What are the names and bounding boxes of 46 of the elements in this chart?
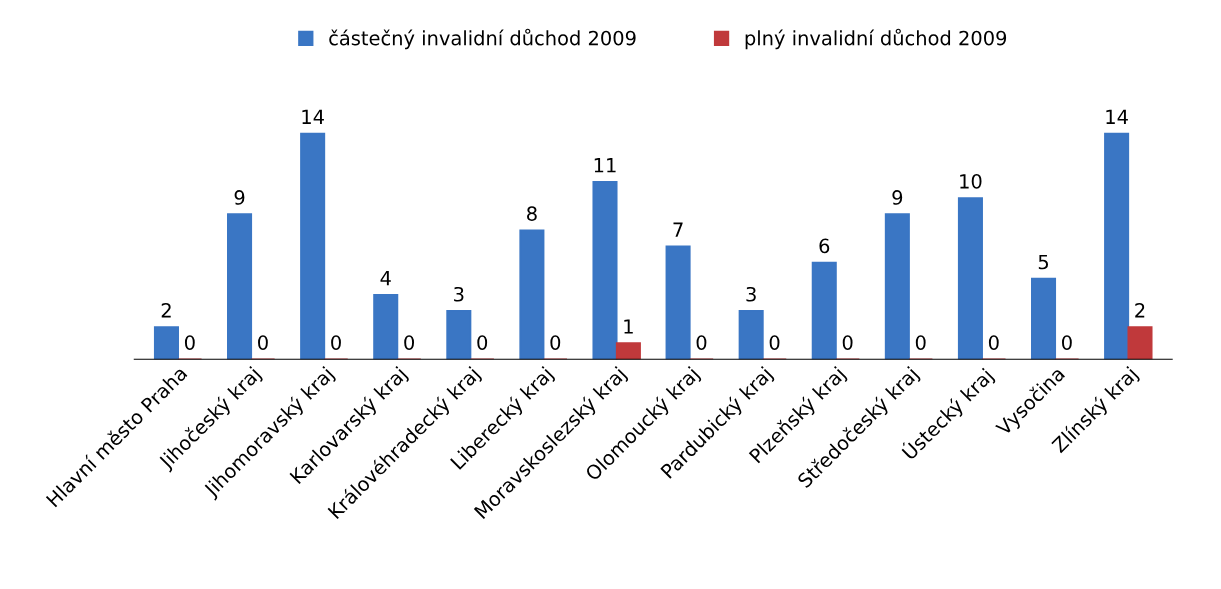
data-label: 1: [624, 319, 633, 334]
data-label: 6: [819, 238, 830, 254]
bar: [665, 245, 691, 360]
legend-label: plný invalidní důchod 2009: [745, 28, 1007, 50]
data-label: 0: [477, 335, 488, 350]
data-label: 0: [550, 335, 561, 350]
bar: [957, 197, 983, 360]
bar: [1104, 132, 1130, 360]
data-label: 0: [404, 335, 415, 350]
data-label: 0: [842, 335, 853, 350]
data-label: 9: [892, 190, 903, 205]
data-label: 0: [258, 335, 268, 350]
data-label: 11: [594, 158, 616, 173]
data-label: 0: [331, 335, 341, 350]
data-label: 3: [454, 286, 464, 302]
bar: [373, 293, 399, 360]
data-label: 0: [184, 335, 195, 350]
data-label: 0: [769, 335, 780, 350]
data-label: 2: [161, 303, 171, 318]
bar: [153, 326, 179, 360]
data-label: 7: [673, 222, 683, 237]
data-label: 14: [302, 109, 324, 124]
bar: [446, 310, 472, 360]
bar: [615, 342, 641, 360]
bar: [811, 261, 837, 360]
data-label: 10: [960, 173, 982, 189]
data-label: 0: [915, 335, 926, 350]
bar: [592, 181, 618, 360]
bar: [738, 310, 764, 360]
data-label: 9: [234, 190, 245, 205]
data-label: 4: [380, 271, 391, 286]
data-label: 0: [1062, 335, 1072, 350]
bar: [884, 213, 910, 360]
data-label: 5: [1038, 254, 1049, 270]
data-label: 3: [746, 286, 756, 302]
data-label: 14: [1106, 109, 1128, 124]
bar: [1030, 277, 1057, 360]
bar: [519, 229, 545, 360]
data-label: 0: [696, 335, 707, 350]
data-label: 0: [988, 335, 999, 350]
bar: [300, 132, 326, 360]
data-label: 2: [1135, 303, 1145, 318]
bar: [1127, 326, 1153, 360]
data-label: 8: [527, 206, 537, 221]
bar: [227, 213, 253, 360]
legend-label: částečný invalidní důchod 2009: [329, 28, 636, 50]
